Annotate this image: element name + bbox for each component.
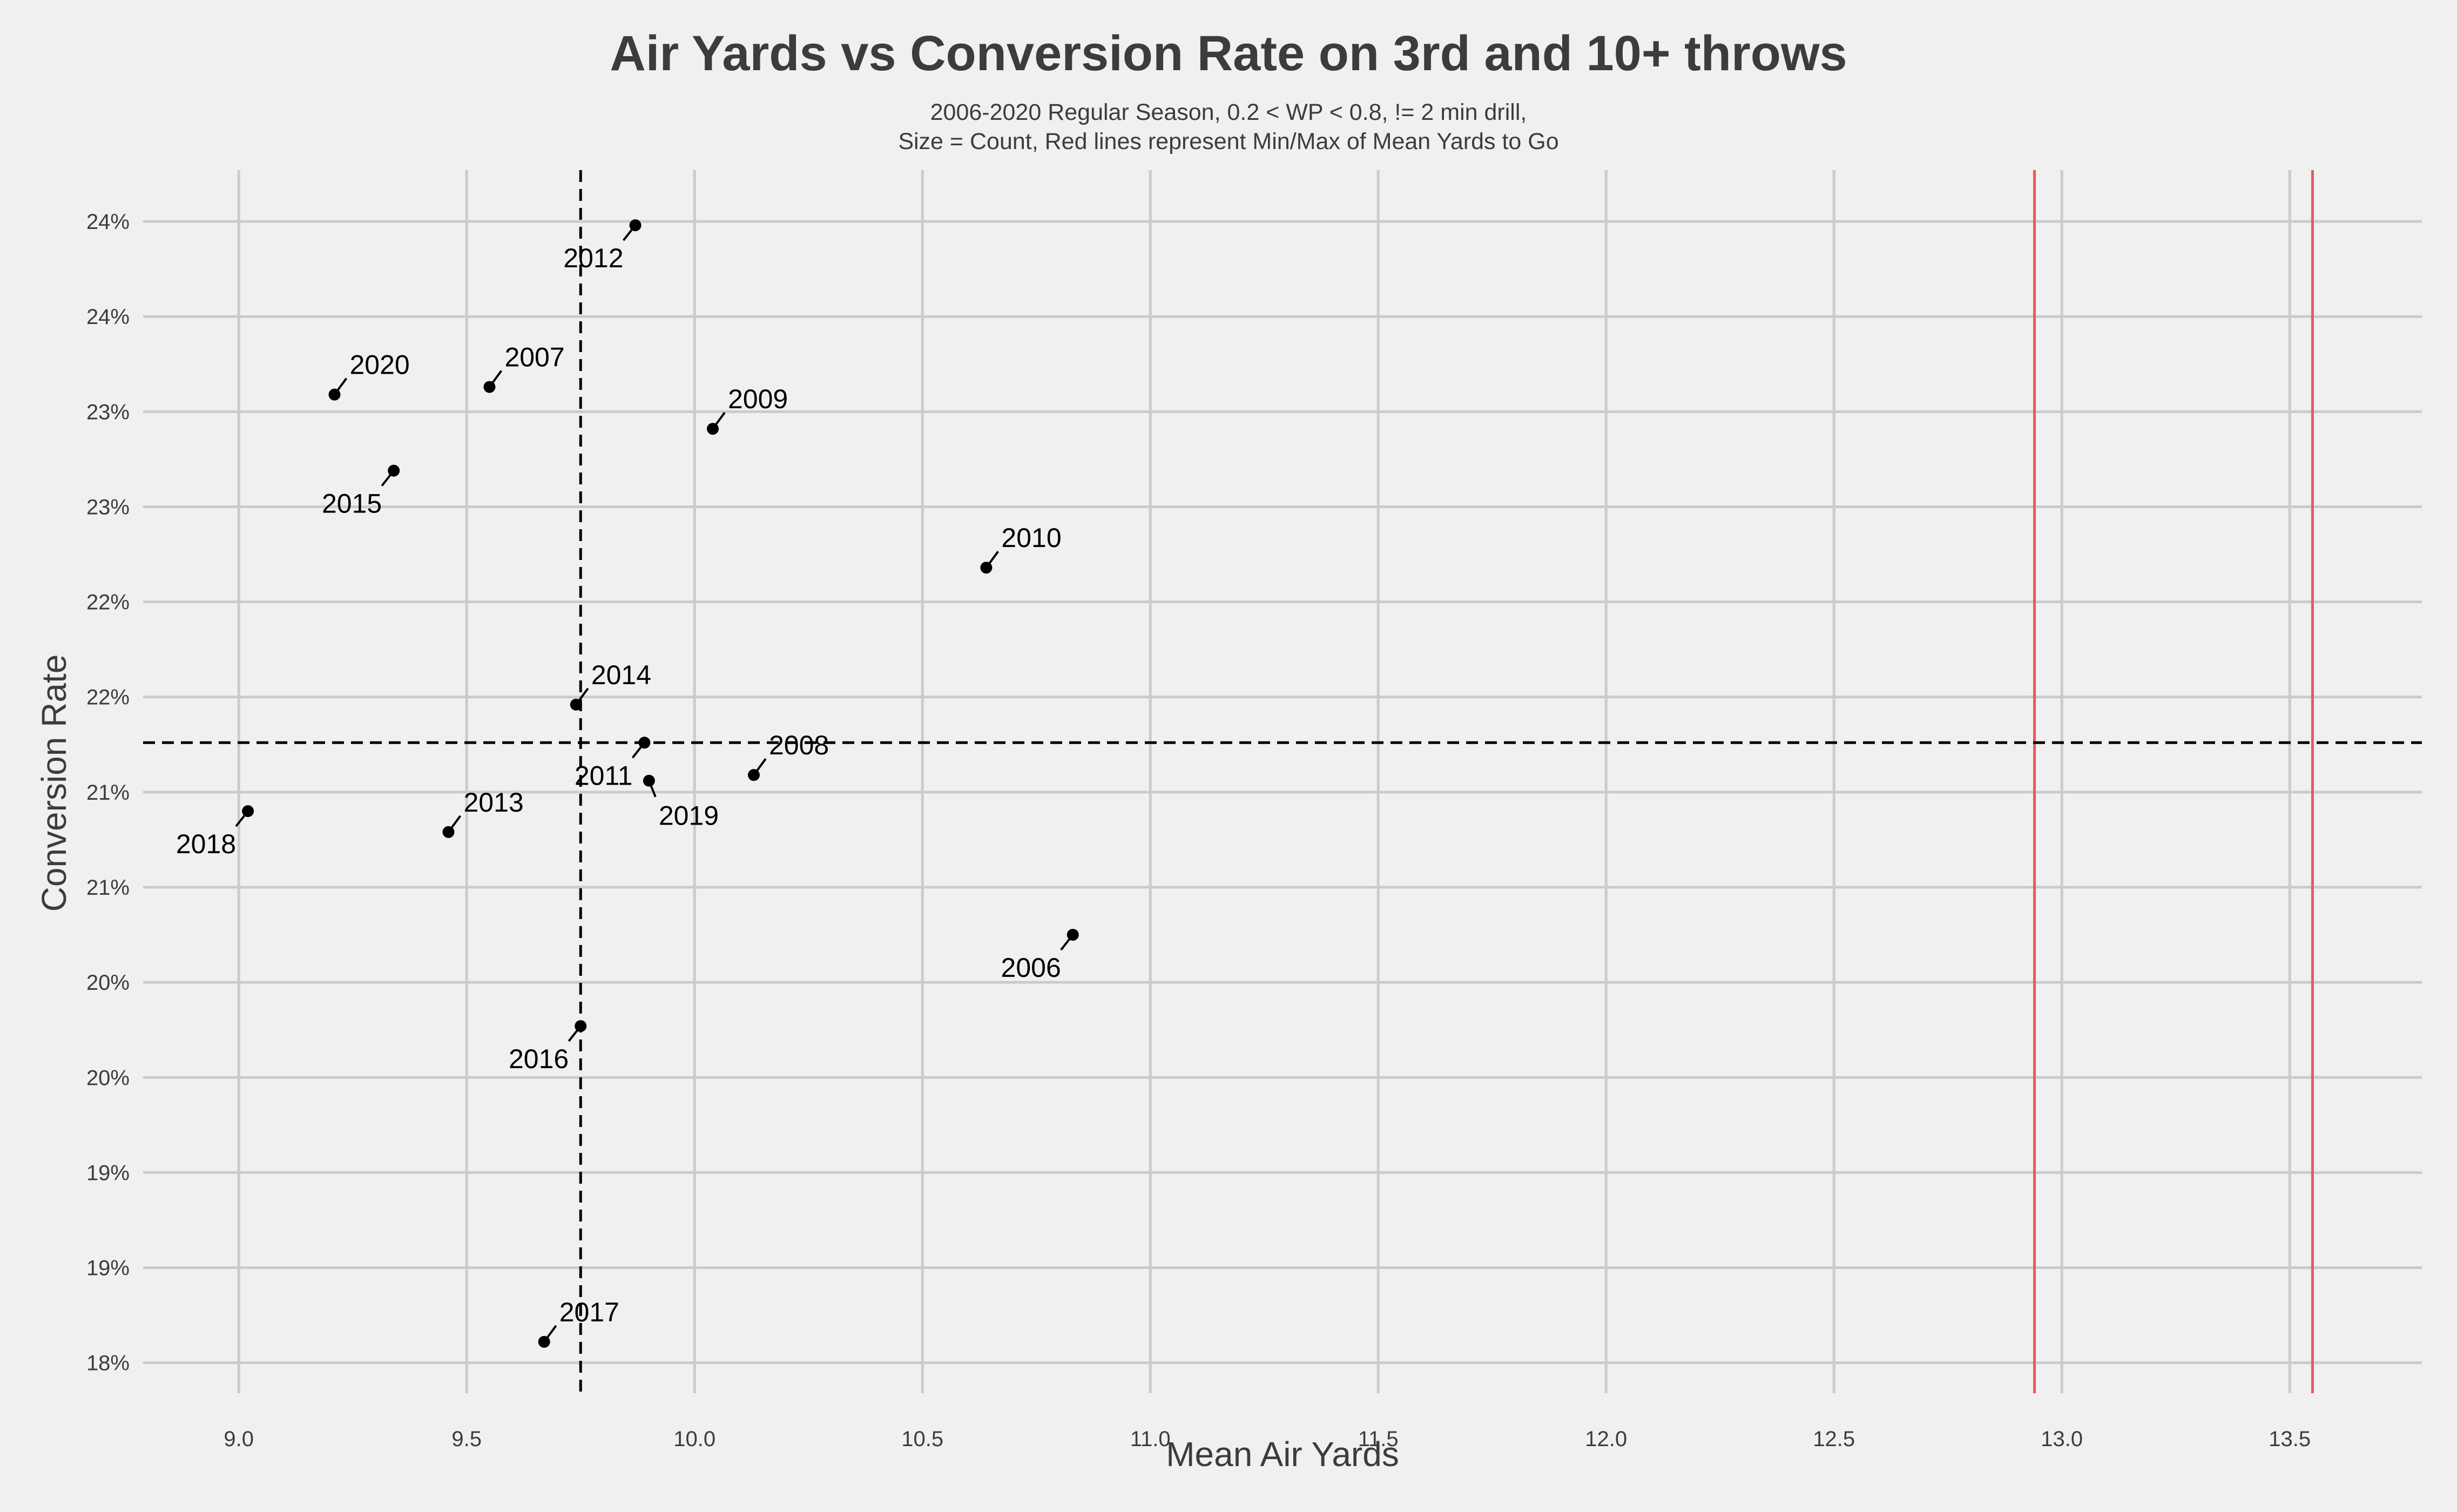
y-tick-label: 19%	[86, 1161, 130, 1185]
y-axis-label: Conversion Rate	[35, 654, 73, 912]
point-label: 2008	[769, 730, 829, 760]
point-label: 2012	[563, 243, 623, 273]
y-tick-label: 24%	[86, 305, 130, 329]
x-tick-label: 9.5	[451, 1427, 482, 1451]
x-tick-label: 13.0	[2041, 1427, 2083, 1451]
data-points: 2006 2007 2008 2009 2010 2011 2012 2013 2014 2015…	[176, 219, 1079, 1348]
x-tick-label: 9.0	[224, 1427, 254, 1451]
data-point	[707, 423, 719, 435]
point-label: 2018	[176, 829, 236, 859]
data-point	[980, 562, 993, 574]
y-tick-label: 18%	[86, 1352, 130, 1375]
y-tick-labels: 18% 19% 19% 20% 20% 21% 21% 22% 22% 23% 23% 24% 24%	[86, 210, 130, 1375]
x-tick-labels: 9.0 9.5 10.0 10.5 11.0 11.5 12.0 12.5 13.0 13.5	[224, 1427, 2311, 1451]
y-tick-label: 23%	[86, 400, 130, 424]
point-label: 2016	[509, 1044, 569, 1074]
point-label: 2006	[1001, 953, 1061, 983]
x-tick-label: 10.5	[901, 1427, 943, 1451]
point-label: 2015	[322, 489, 382, 519]
point-label: 2019	[659, 801, 719, 831]
y-tick-label: 24%	[86, 210, 130, 234]
chart-subtitle-line-2: Size = Count, Red lines represent Min/Ma…	[898, 129, 1558, 154]
x-tick-label: 12.5	[1813, 1427, 1855, 1451]
y-tick-label: 19%	[86, 1257, 130, 1280]
data-point	[575, 1020, 587, 1032]
data-point	[1066, 929, 1079, 941]
data-point	[638, 737, 651, 749]
data-point	[643, 774, 655, 787]
chart-title: Air Yards vs Conversion Rate on 3rd and …	[610, 26, 1847, 81]
y-tick-label: 21%	[86, 876, 130, 900]
y-tick-label: 22%	[86, 686, 130, 710]
y-tick-label: 20%	[86, 971, 130, 995]
y-gridlines	[143, 220, 2422, 1365]
x-tick-label: 11.0	[1130, 1427, 1171, 1451]
y-tick-label: 21%	[86, 781, 130, 805]
data-point	[570, 698, 582, 711]
data-point	[483, 381, 496, 393]
x-tick-label: 10.0	[673, 1427, 716, 1451]
y-tick-label: 23%	[86, 495, 130, 519]
data-point	[328, 388, 341, 401]
x-axis-label: Mean Air Yards	[1166, 1435, 1399, 1474]
data-point	[388, 464, 400, 477]
x-tick-label: 11.5	[1358, 1427, 1399, 1451]
point-label: 2011	[575, 760, 633, 791]
y-tick-label: 22%	[86, 591, 130, 615]
point-label: 2007	[504, 342, 564, 373]
point-label: 2014	[591, 660, 651, 690]
data-point	[442, 826, 455, 838]
data-point	[747, 769, 760, 781]
x-gridlines	[237, 170, 2291, 1393]
point-label: 2013	[463, 787, 523, 818]
data-point	[629, 219, 642, 232]
reference-lines	[143, 170, 2422, 1393]
y-tick-label: 20%	[86, 1066, 130, 1090]
chart-subtitle-line-1: 2006-2020 Regular Season, 0.2 < WP < 0.8…	[930, 99, 1527, 125]
data-point	[242, 805, 254, 818]
x-tick-label: 12.0	[1585, 1427, 1627, 1451]
point-label: 2010	[1001, 523, 1061, 553]
x-tick-label: 13.5	[2269, 1427, 2311, 1451]
point-label: 2020	[349, 350, 409, 380]
data-point	[538, 1335, 550, 1348]
point-label: 2009	[728, 384, 788, 414]
point-label: 2017	[559, 1297, 619, 1327]
